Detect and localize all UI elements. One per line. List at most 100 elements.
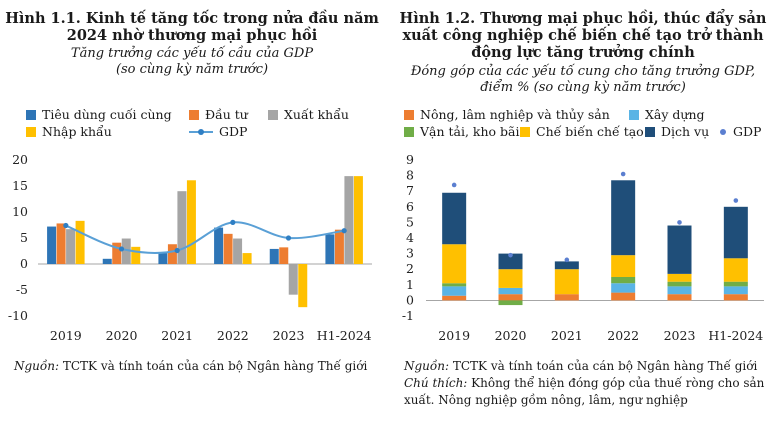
- y-tick-label: 0: [20, 256, 28, 271]
- bar: [177, 191, 187, 264]
- stacked-bar-segment: [498, 269, 523, 288]
- title-line: Hình 1.2. Thương mại phục hồi, thúc đẩy …: [399, 10, 767, 27]
- legend-label: Xây dựng: [645, 107, 705, 122]
- source-text: TCTK và tính toán của cán bộ Ngân hàng T…: [449, 359, 758, 373]
- legend-label: Tiêu dùng cuối cùng: [42, 107, 172, 122]
- legend-item: Nông, lâm nghiệp và thủy sản: [404, 107, 610, 122]
- legend-swatch: [404, 110, 414, 120]
- gdp-point: [285, 235, 292, 241]
- legend-line-marker: [189, 127, 213, 137]
- gdp-dot: [677, 220, 682, 225]
- y-tick-label: 2: [406, 261, 414, 276]
- gdp-point: [230, 219, 236, 225]
- stacked-bar-segment: [723, 294, 748, 301]
- bar: [288, 264, 298, 295]
- source-note: Nguồn: TCTK và tính toán của cán bộ Ngân…: [14, 358, 367, 375]
- y-tick-label: 20: [12, 152, 28, 167]
- bar: [279, 247, 289, 264]
- x-tick-label: 2019: [438, 328, 470, 343]
- stacked-bar-segment: [667, 294, 692, 301]
- subtitle-line: điểm % (so cùng kỳ năm trước): [480, 80, 686, 95]
- gdp-dot: [451, 182, 457, 188]
- x-tick-label: 2023: [273, 328, 305, 343]
- bar: [167, 244, 177, 264]
- title-line: động lực tăng trưởng chính: [471, 44, 695, 61]
- bar: [242, 253, 252, 264]
- bar: [233, 238, 243, 264]
- x-tick-label: H1-2024: [708, 328, 763, 343]
- legend-swatch: [268, 110, 278, 120]
- legend-item: Đầu tư: [189, 107, 248, 122]
- legend-label: GDP: [219, 124, 248, 139]
- subtitle-line: Đóng góp của các yếu tố cung cho tăng tr…: [410, 64, 756, 79]
- x-tick-label: 2022: [217, 328, 249, 343]
- legend-item: GDP: [189, 124, 247, 139]
- x-tick-label: 2021: [551, 328, 583, 343]
- legend-swatch: [520, 127, 530, 137]
- subtitle-line: (so cùng kỳ năm trước): [115, 62, 269, 77]
- bar: [56, 223, 66, 264]
- x-tick-label: H1-2024: [317, 328, 372, 343]
- stacked-bar-segment: [723, 286, 748, 295]
- legend-swatch: [404, 127, 414, 137]
- legend-label: Xuất khẩu: [284, 107, 349, 122]
- y-tick-label: 1: [406, 277, 414, 292]
- legend-swatch: [26, 127, 36, 137]
- legend-item: Nhập khẩu: [26, 124, 112, 139]
- gdp-point: [341, 228, 347, 234]
- legend-label: GDP: [733, 124, 762, 139]
- legend-dot-marker: [720, 129, 726, 135]
- y-tick-label: 3: [406, 246, 414, 261]
- chart-title: Hình 1.2. Thương mại phục hồi, thúc đẩy …: [392, 10, 774, 61]
- x-tick-label: 2019: [50, 328, 82, 343]
- y-tick-label: 6: [406, 199, 414, 214]
- legend-label: Vận tải, kho bãi: [420, 124, 520, 139]
- stacked-bar-segment: [611, 292, 636, 301]
- bar: [325, 234, 335, 264]
- gdp-point: [63, 222, 69, 229]
- bar: [131, 246, 141, 264]
- legend-label: Chế biến chế tạo: [536, 124, 644, 139]
- bar: [121, 238, 131, 264]
- source-label: Nguồn:: [14, 359, 60, 373]
- legend-label: Nhập khẩu: [42, 124, 112, 139]
- gdp-point: [118, 246, 125, 252]
- stacked-bar-segment: [667, 273, 692, 282]
- x-tick-label: 2020: [495, 328, 527, 343]
- gdp-line: [65, 221, 345, 255]
- stacked-bar-segment: [611, 283, 636, 293]
- note-label: Chú thích:: [404, 376, 468, 390]
- title-line: xuất công nghiệp chế biến chế tạo trở th…: [402, 27, 764, 44]
- bar: [47, 226, 57, 264]
- chart-area: -10 -5 0 5 10 15 20 2019 2020 2021 2022 2023 H1-2024: [8, 152, 372, 343]
- stacked-bar-segment: [723, 281, 748, 287]
- stacked-bar-segment: [442, 283, 467, 287]
- source-label: Nguồn:: [404, 359, 450, 373]
- gdp-dot: [733, 198, 739, 203]
- legend-label: Nông, lâm nghiệp và thủy sản: [420, 107, 610, 122]
- stacked-bar-segment: [498, 294, 523, 301]
- bar: [102, 258, 112, 264]
- stacked-bar-segment: [498, 300, 523, 306]
- bar: [186, 180, 196, 264]
- stacked-bar-segment: [667, 286, 692, 295]
- stacked-bar-segment: [442, 295, 467, 301]
- gdp-dot: [508, 252, 513, 258]
- legend-item: Chế biến chế tạo: [520, 124, 644, 139]
- legend-swatch: [645, 127, 655, 137]
- y-tick-label: -10: [8, 308, 28, 323]
- stacked-bar-segment: [723, 206, 748, 259]
- y-tick-label: 10: [12, 204, 28, 219]
- stacked-bar-segment: [667, 281, 692, 287]
- bar: [66, 229, 76, 264]
- legend-item: Dịch vụ: [645, 124, 709, 139]
- stacked-bar-segment: [611, 180, 636, 256]
- bar: [214, 227, 224, 264]
- legend-item: Xây dựng: [629, 107, 705, 122]
- legend-item: Vận tải, kho bãi: [404, 124, 520, 139]
- chart-subtitle: Đóng góp của các yếu tố cung cho tăng tr…: [392, 64, 774, 96]
- legend-swatch: [629, 110, 639, 120]
- bar: [353, 176, 363, 264]
- y-tick-label: 4: [406, 230, 414, 245]
- stacked-bar-segment: [442, 192, 467, 245]
